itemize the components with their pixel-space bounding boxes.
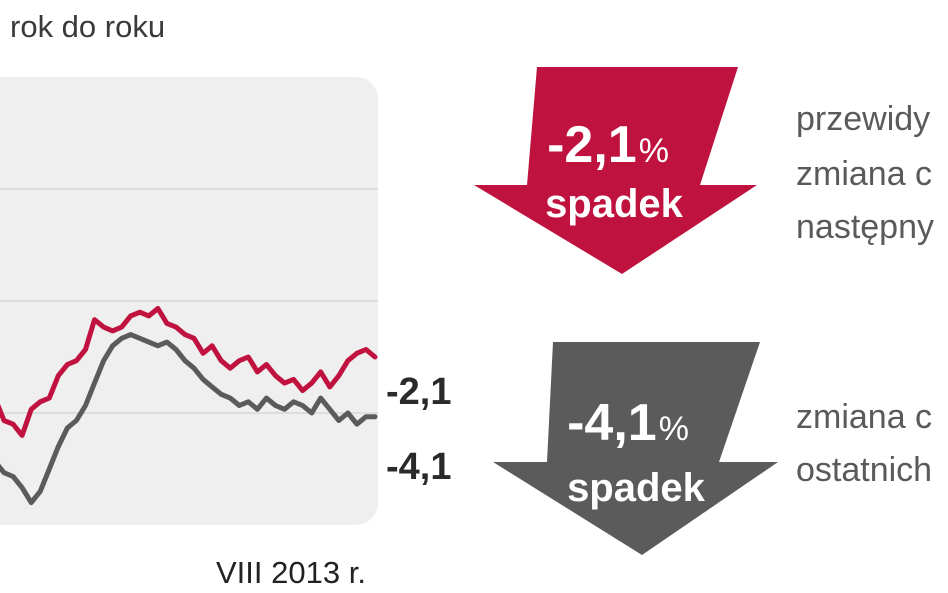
actual-value-text: -4,1% (567, 394, 689, 452)
gridlines (0, 188, 378, 414)
forecast-desc-line-3: następny (796, 208, 934, 246)
x-axis-end-label: VIII 2013 r. (216, 555, 366, 590)
down-arrow-icon (474, 67, 757, 274)
actual-word: spadek (567, 466, 706, 510)
down-arrow-icon (493, 342, 778, 555)
forecast-value-text: -2,1% (547, 116, 669, 174)
series-end-label-red: -2,1 (386, 371, 451, 413)
series-end-label-gray: -4,1 (386, 446, 451, 488)
actual-indicator: -4,1% spadek zmiana c ostatnich (493, 342, 932, 555)
forecast-word: spadek (545, 182, 684, 226)
forecast-indicator: -2,1% spadek przewidy zmiana c następny (474, 67, 934, 274)
forecast-percent: % (639, 132, 669, 170)
actual-desc-line-2: ostatnich (796, 451, 932, 489)
forecast-desc-line-1: przewidy (796, 100, 930, 138)
series-layer (0, 306, 378, 506)
chart-subtitle: rok do roku (10, 9, 165, 44)
series-line-red (0, 306, 378, 438)
forecast-desc-line-2: zmiana c (796, 155, 932, 193)
forecast-value: -2,1 (547, 116, 637, 174)
actual-value: -4,1 (567, 394, 657, 452)
line-chart: -2,1 -4,1 VIII 2013 r. (0, 77, 451, 590)
actual-percent: % (659, 410, 689, 448)
series-line-gray (0, 332, 378, 506)
actual-desc-line-1: zmiana c (796, 398, 932, 436)
